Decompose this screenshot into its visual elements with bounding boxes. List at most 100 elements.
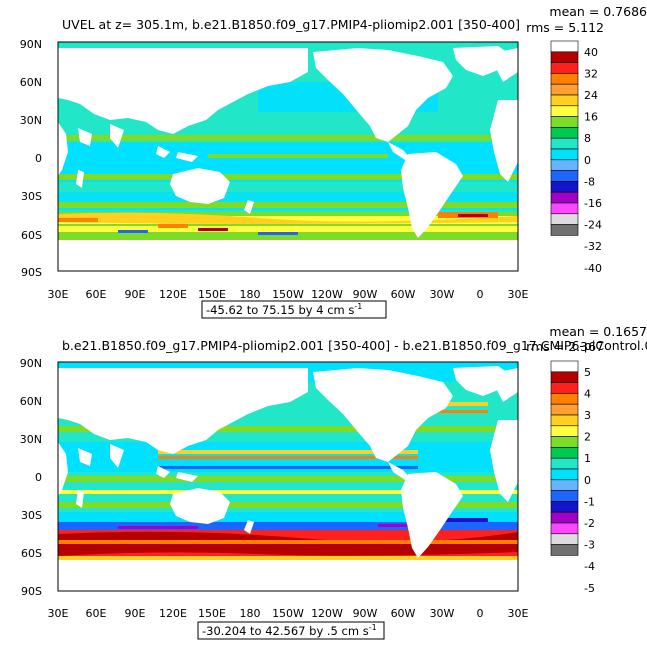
panel-2-lat-labels: 90N 60N 30N 0 30S 60S 90S <box>20 357 42 598</box>
svg-text:150W: 150W <box>272 607 304 620</box>
svg-text:180: 180 <box>240 607 261 620</box>
colorbar-label: 0 <box>584 154 591 167</box>
colorbar-swatch <box>550 170 579 182</box>
svg-text:30S: 30S <box>21 509 42 522</box>
panel-1-mean: mean = 0.7686 <box>549 4 647 19</box>
colorbar-label: -5 <box>584 582 595 595</box>
colorbar-swatch <box>550 403 579 416</box>
svg-text:0: 0 <box>477 607 484 620</box>
colorbar-swatch <box>550 490 579 502</box>
colorbar-swatch <box>550 127 579 139</box>
svg-text:90W: 90W <box>353 288 378 301</box>
colorbar-label: 5 <box>584 366 591 379</box>
colorbar-swatch <box>550 533 579 545</box>
colorbar-label: -24 <box>584 219 602 232</box>
colorbar-swatch <box>550 468 579 481</box>
colorbar-swatch <box>550 83 579 96</box>
svg-text:150E: 150E <box>198 288 226 301</box>
svg-text:90E: 90E <box>125 288 146 301</box>
svg-text:30E: 30E <box>48 288 69 301</box>
colorbar-label: -4 <box>584 560 595 573</box>
svg-text:150W: 150W <box>272 288 304 301</box>
colorbar-swatch <box>550 501 579 513</box>
panel-2-range-box: -30.204 to 42.567 by .5 cm s-1 <box>197 621 385 640</box>
svg-text:90W: 90W <box>353 607 378 620</box>
panel-2-rms: rms = 2.367 <box>526 339 604 354</box>
colorbar-label: 0 <box>584 474 591 487</box>
svg-text:90N: 90N <box>20 38 42 51</box>
svg-text:120E: 120E <box>159 288 187 301</box>
panel-1-map <box>57 41 519 272</box>
svg-text:60E: 60E <box>86 288 107 301</box>
colorbar-swatch <box>550 137 579 150</box>
svg-text:60S: 60S <box>21 229 42 242</box>
colorbar-swatch <box>550 181 579 193</box>
colorbar-label: -2 <box>584 517 595 530</box>
panel-2: b.e21.B1850.f09_g17.PMIP4-pliomip2.001 [… <box>20 324 647 640</box>
panel-1-title: UVEL at z= 305.1m, b.e21.B1850.f09_g17.P… <box>62 17 520 32</box>
colorbar-swatch <box>550 73 579 85</box>
svg-text:60N: 60N <box>20 76 42 89</box>
colorbar-swatch <box>550 414 579 427</box>
colorbar-swatch <box>550 62 579 74</box>
colorbar-swatch <box>550 393 579 405</box>
svg-text:90E: 90E <box>125 607 146 620</box>
colorbar-label: -8 <box>584 175 595 188</box>
colorbar-label: 32 <box>584 67 598 80</box>
panel-2-title: b.e21.B1850.f09_g17.PMIP4-pliomip2.001 [… <box>62 338 647 353</box>
colorbar-swatch <box>550 360 579 373</box>
svg-text:30E: 30E <box>48 607 69 620</box>
panel-1: UVEL at z= 305.1m, b.e21.B1850.f09_g17.P… <box>20 4 647 319</box>
colorbar-swatch <box>550 457 579 470</box>
svg-text:90S: 90S <box>21 266 42 279</box>
colorbar-label: 40 <box>584 46 598 59</box>
colorbar-swatch <box>550 116 579 128</box>
colorbar-swatch <box>550 40 579 53</box>
colorbar-swatch <box>550 51 579 63</box>
panel-1-colorbar: 40 32 24 16 8 0 -8 -16 -24 -32 -40 <box>550 40 602 275</box>
svg-text:30N: 30N <box>20 433 42 446</box>
panel-2-mean: mean = 0.1657 <box>549 324 647 339</box>
colorbar-label: -1 <box>584 495 595 508</box>
svg-text:60N: 60N <box>20 395 42 408</box>
colorbar-swatch <box>550 148 579 161</box>
panel-1-rms: rms = 5.112 <box>526 20 604 35</box>
colorbar-swatch <box>550 425 579 437</box>
colorbar-swatch <box>550 105 579 117</box>
colorbar-swatch <box>550 544 579 556</box>
panel-2-colorbar: 5 4 3 2 1 0 -1 -2 -3 -4 -5 <box>550 360 595 595</box>
panel-2-lon-labels: 30E 60E 90E 120E 150E 180 150W 120W 90W … <box>48 607 529 620</box>
colorbar-label: -3 <box>584 539 595 552</box>
panel-1-lat-labels: 90N 60N 30N 0 30S 60S 90S <box>20 38 42 279</box>
colorbar-label: 3 <box>584 409 591 422</box>
svg-text:60S: 60S <box>21 547 42 560</box>
svg-text:30W: 30W <box>430 288 455 301</box>
svg-text:-45.62 to 75.15 by 4 cm s-1: -45.62 to 75.15 by 4 cm s-1 <box>206 302 362 317</box>
colorbar-label: -16 <box>584 197 602 210</box>
colorbar-swatch <box>550 159 579 171</box>
svg-text:60W: 60W <box>391 288 416 301</box>
colorbar-swatch <box>550 213 579 225</box>
svg-text:60W: 60W <box>391 607 416 620</box>
svg-text:30N: 30N <box>20 114 42 127</box>
svg-text:90N: 90N <box>20 357 42 370</box>
panel-1-lon-labels: 30E 60E 90E 120E 150E 180 150W 120W 90W … <box>48 288 529 301</box>
colorbar-swatch <box>550 202 579 215</box>
colorbar-label: 24 <box>584 89 598 102</box>
svg-text:0: 0 <box>35 471 42 484</box>
colorbar-label: 2 <box>584 431 591 444</box>
svg-text:30S: 30S <box>21 190 42 203</box>
panel-1-range-box: -45.62 to 75.15 by 4 cm s-1 <box>201 300 387 319</box>
svg-text:120E: 120E <box>159 607 187 620</box>
svg-text:30W: 30W <box>430 607 455 620</box>
svg-text:180: 180 <box>240 288 261 301</box>
colorbar-swatch <box>550 511 579 524</box>
colorbar-swatch <box>550 224 579 236</box>
colorbar-swatch <box>550 436 579 448</box>
svg-text:30E: 30E <box>508 607 529 620</box>
colorbar-swatch <box>550 522 579 535</box>
colorbar-swatch <box>550 371 579 383</box>
svg-text:120W: 120W <box>311 288 343 301</box>
svg-text:0: 0 <box>477 288 484 301</box>
